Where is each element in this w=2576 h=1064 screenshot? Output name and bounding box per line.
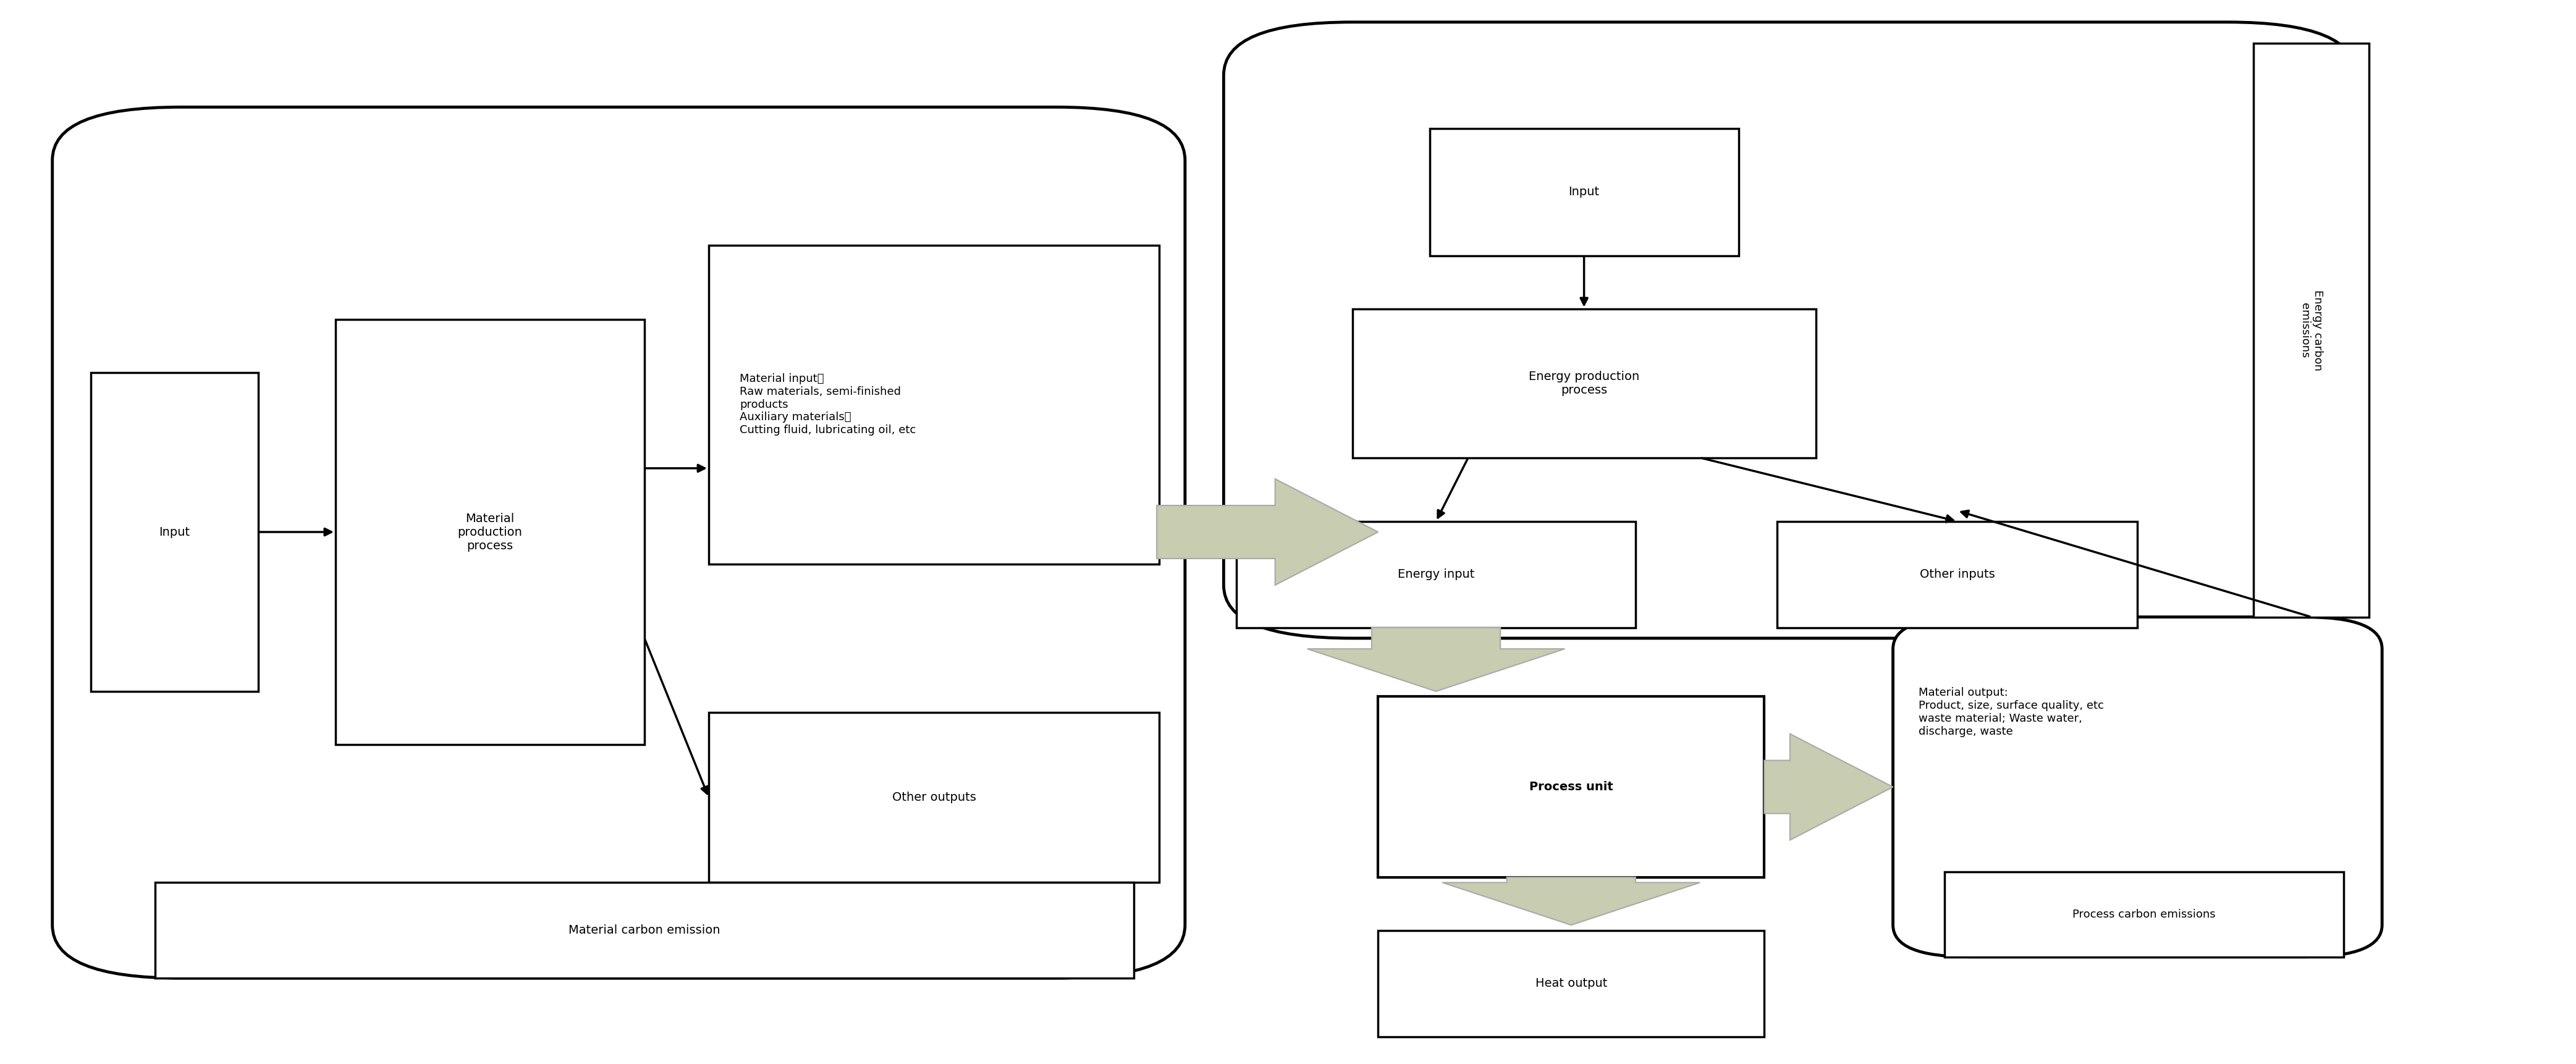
FancyBboxPatch shape bbox=[708, 245, 1159, 564]
Text: Input: Input bbox=[1569, 186, 1600, 198]
Text: Energy input: Energy input bbox=[1399, 568, 1473, 580]
FancyBboxPatch shape bbox=[52, 107, 1185, 978]
Text: Other outputs: Other outputs bbox=[891, 792, 976, 803]
FancyBboxPatch shape bbox=[1352, 309, 1816, 458]
FancyBboxPatch shape bbox=[2254, 44, 2370, 617]
Text: Material carbon emission: Material carbon emission bbox=[569, 925, 721, 936]
FancyBboxPatch shape bbox=[1236, 521, 1636, 628]
FancyBboxPatch shape bbox=[1224, 22, 2357, 638]
FancyBboxPatch shape bbox=[155, 882, 1133, 978]
Text: Energy carbon
emissions: Energy carbon emissions bbox=[2300, 289, 2324, 370]
Text: Other inputs: Other inputs bbox=[1919, 568, 1994, 580]
Text: Energy production
process: Energy production process bbox=[1528, 370, 1638, 396]
Polygon shape bbox=[1443, 877, 1700, 925]
Text: Process carbon emissions: Process carbon emissions bbox=[2071, 909, 2215, 920]
FancyBboxPatch shape bbox=[1945, 871, 2344, 957]
Polygon shape bbox=[1157, 479, 1378, 585]
FancyBboxPatch shape bbox=[90, 372, 258, 692]
FancyBboxPatch shape bbox=[1893, 617, 2383, 957]
FancyBboxPatch shape bbox=[1378, 930, 1765, 1036]
Polygon shape bbox=[1306, 628, 1564, 692]
FancyBboxPatch shape bbox=[1378, 697, 1765, 877]
Text: Heat output: Heat output bbox=[1535, 978, 1607, 990]
FancyBboxPatch shape bbox=[1777, 521, 2138, 628]
FancyBboxPatch shape bbox=[335, 319, 644, 745]
Polygon shape bbox=[1765, 734, 1893, 841]
Text: Material input：
Raw materials, semi-finished
products
Auxiliary materials：
Cutti: Material input： Raw materials, semi-fini… bbox=[739, 373, 917, 436]
Text: Input: Input bbox=[160, 526, 191, 538]
Text: Material output:
Product, size, surface quality, etc
waste material; Waste water: Material output: Product, size, surface … bbox=[1919, 687, 2105, 737]
FancyBboxPatch shape bbox=[1430, 129, 1739, 255]
Text: Material
production
process: Material production process bbox=[459, 513, 523, 551]
Text: Process unit: Process unit bbox=[1530, 781, 1613, 793]
FancyBboxPatch shape bbox=[708, 713, 1159, 882]
